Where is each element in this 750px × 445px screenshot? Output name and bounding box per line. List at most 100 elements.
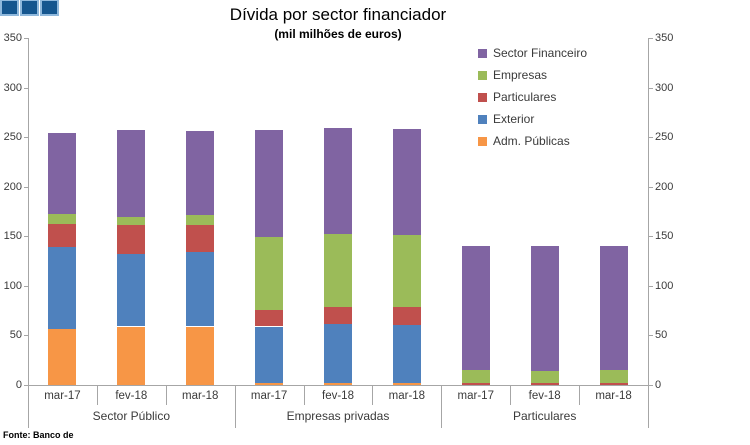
bar-segment: [324, 234, 352, 307]
bar-segment: [186, 215, 215, 226]
bar-segment: [599, 246, 628, 371]
group-separator: [28, 385, 29, 428]
bar-segment: [186, 131, 215, 216]
bar-segment: [255, 326, 284, 383]
y-tick-label-right: 150: [655, 230, 674, 243]
group-separator: [234, 385, 236, 428]
y-axis-right: [648, 38, 649, 385]
category-label: fev-18: [115, 390, 148, 402]
legend-item: Adm. Públicas: [478, 130, 587, 152]
logo-square: [0, 0, 19, 16]
bar-segment: [186, 326, 215, 385]
category-label: mar-18: [388, 390, 426, 402]
bar-segment: [255, 237, 284, 310]
bar-segment: [255, 383, 284, 385]
bar-segment: [461, 246, 490, 371]
bar-segment: [255, 130, 284, 238]
bar-segment: [392, 129, 421, 236]
category-label: mar-17: [250, 390, 288, 402]
bar-segment: [117, 254, 146, 327]
group-separator: [648, 385, 649, 428]
legend-item: Particulares: [478, 86, 587, 108]
y-tick-label-left: 200: [3, 180, 22, 193]
category-label: fev-18: [528, 390, 561, 402]
bar-segment: [186, 252, 215, 327]
legend: Sector Financeiro Empresas Particulares Ext…: [478, 42, 587, 152]
logo-square: [20, 0, 39, 16]
bar-segment: [48, 133, 77, 215]
bar-segment: [324, 306, 352, 324]
bar-segment: [392, 324, 421, 383]
legend-swatch-icon: [478, 136, 487, 146]
y-tick-left: [24, 385, 28, 386]
group-label: Empresas privadas: [286, 409, 390, 423]
legend-swatch-icon: [478, 48, 487, 58]
y-tick-right: [649, 285, 653, 287]
y-tick-label-right: 350: [655, 32, 674, 44]
y-tick-label-right: 50: [655, 329, 668, 342]
y-tick-right: [649, 186, 653, 188]
chart-title: Dívida por sector financiador: [229, 5, 447, 24]
y-tick-label-right: 100: [655, 279, 674, 292]
y-tick-label-left: 300: [3, 81, 22, 94]
logo-square: [40, 0, 59, 16]
y-tick-label-left: 150: [3, 230, 22, 243]
bar-segment: [48, 224, 77, 248]
legend-item: Exterior: [478, 108, 587, 130]
bar-segment: [392, 383, 421, 385]
bar-segment: [48, 214, 77, 225]
bar-segment: [324, 323, 352, 384]
legend-label: Empresas: [493, 68, 548, 82]
group-label: Particulares: [512, 409, 577, 423]
legend-swatch-icon: [478, 92, 487, 102]
bar-segment: [392, 306, 421, 325]
y-tick-label-right: 250: [655, 131, 674, 144]
legend-label: Particulares: [493, 90, 557, 104]
category-label: mar-17: [44, 390, 81, 402]
bar-segment: [48, 329, 77, 385]
category-label: mar-18: [595, 390, 632, 402]
bar-segment: [392, 235, 421, 307]
y-tick-label-left: 250: [3, 131, 22, 144]
y-tick-right: [649, 385, 653, 386]
legend-swatch-icon: [478, 70, 487, 80]
y-tick-right: [649, 335, 653, 337]
category-label: mar-18: [181, 390, 219, 402]
legend-label: Sector Financeiro: [493, 46, 588, 60]
category-label: fev-18: [322, 390, 354, 402]
bar-segment: [117, 326, 146, 385]
category-separator: [165, 385, 167, 405]
y-tick-left: [24, 38, 28, 39]
y-tick-left: [24, 285, 28, 287]
bar-segment: [48, 247, 77, 330]
y-tick-right: [649, 236, 653, 238]
y-axis-left: [28, 38, 29, 385]
y-tick-label-right: 200: [655, 180, 674, 193]
bar-segment: [324, 383, 352, 385]
bar-segment: [117, 130, 146, 218]
bar-segment: [117, 217, 146, 226]
y-tick-label-left: 0: [15, 379, 22, 391]
group-separator: [441, 385, 443, 428]
bar-segment: [599, 370, 628, 383]
logo-squares: [0, 0, 59, 16]
bar-segment: [461, 383, 490, 385]
category-label: mar-17: [457, 390, 494, 402]
y-tick-label-right: 0: [655, 379, 662, 391]
legend-swatch-icon: [478, 114, 487, 124]
bar-segment: [461, 370, 490, 383]
category-separator: [372, 385, 374, 405]
y-tick-left: [24, 236, 28, 238]
y-tick-right: [649, 38, 653, 39]
y-tick-left: [24, 87, 28, 89]
bar-segment: [599, 383, 628, 385]
x-axis: [28, 385, 649, 386]
legend-label: Adm. Públicas: [493, 134, 570, 148]
y-tick-left: [24, 335, 28, 337]
y-tick-right: [649, 87, 653, 89]
category-separator: [579, 385, 581, 405]
category-separator: [96, 385, 98, 405]
bar-segment: [324, 128, 352, 235]
bar-segment: [255, 309, 284, 327]
